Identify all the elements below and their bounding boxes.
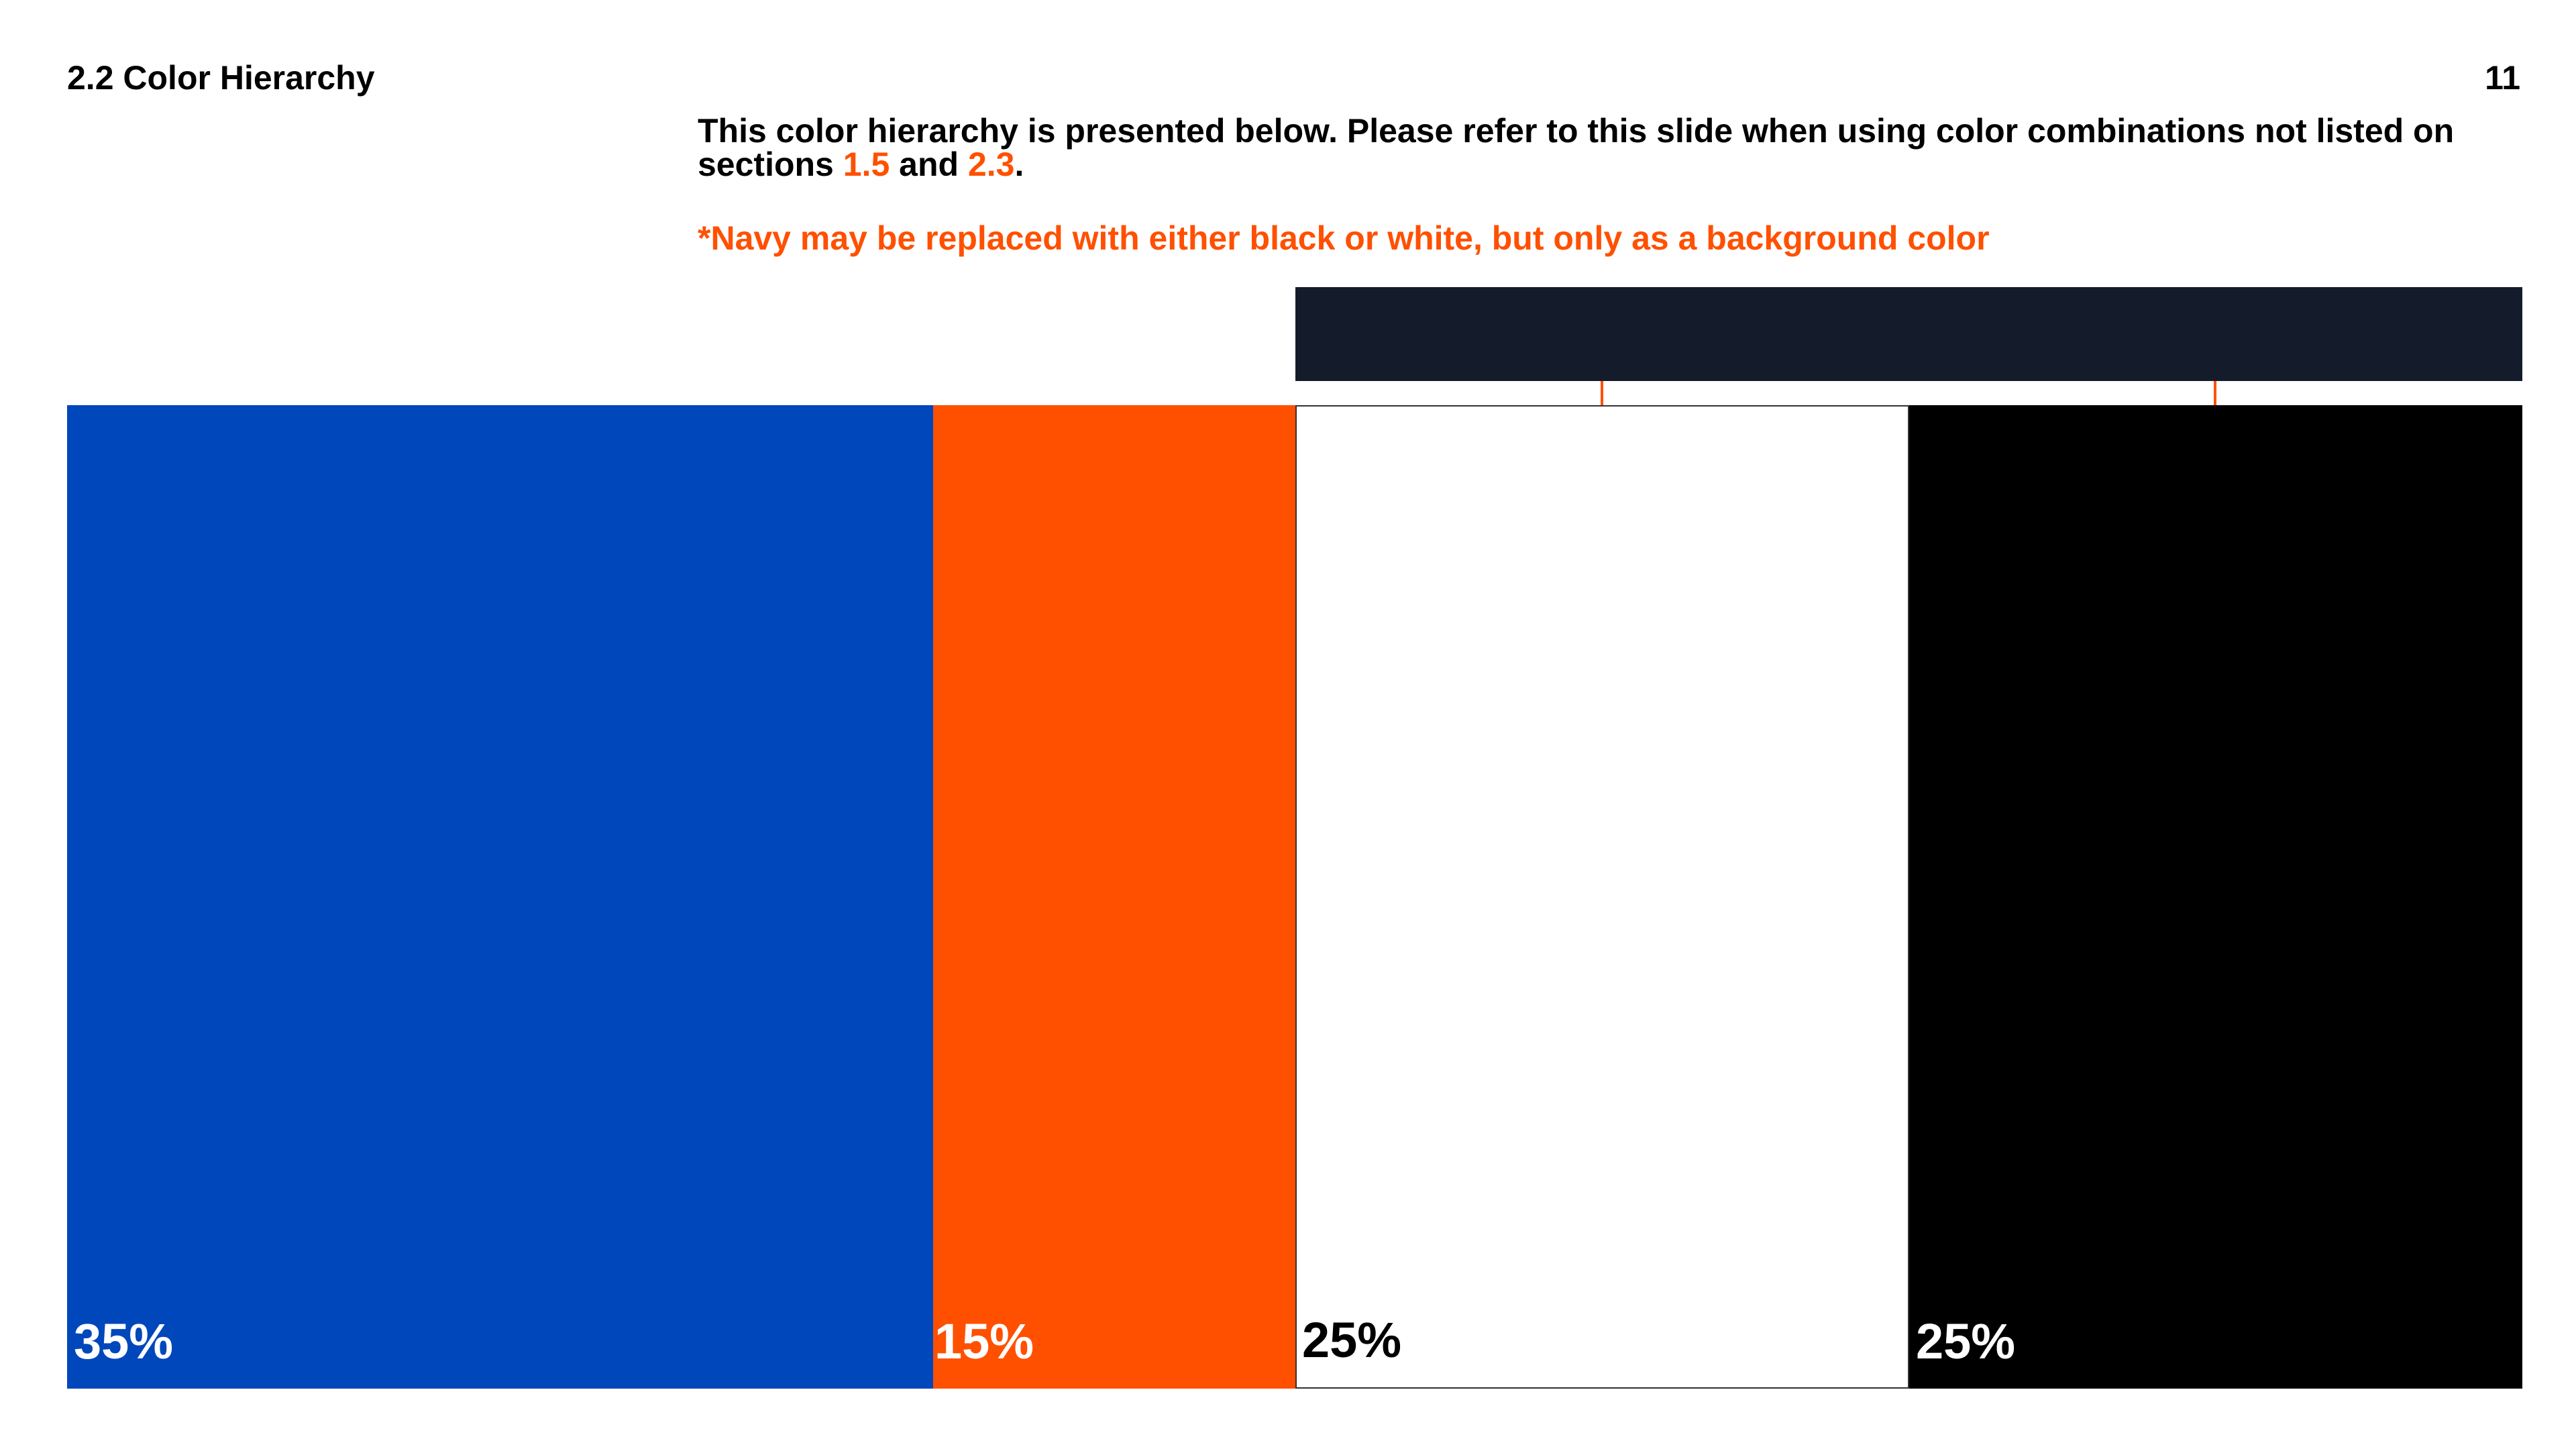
navy-replacement-note: *Navy may be replaced with either black … — [698, 219, 1990, 257]
connector-line-white — [1601, 381, 1603, 405]
swatch-white-percent: 25% — [1302, 1312, 1402, 1368]
connector-line-black — [2214, 381, 2216, 405]
section-link-2-3[interactable]: 2.3 — [967, 146, 1015, 183]
section-title: 2.2 Color Hierarchy — [67, 59, 375, 97]
swatch-black-percent: 25% — [1916, 1313, 2016, 1369]
section-link-1-5[interactable]: 1.5 — [843, 146, 890, 183]
intro-paragraph: This color hierarchy is presented below.… — [698, 114, 2522, 181]
intro-text-1: This color hierarchy is presented below.… — [698, 112, 2455, 183]
intro-text-3: . — [1014, 146, 1024, 183]
color-hierarchy-swatches: 35% 15% 25% 25% — [67, 405, 2522, 1389]
swatch-orange-percent: 15% — [934, 1313, 1034, 1369]
navy-swatch-bar — [1295, 287, 2522, 381]
swatch-black: 25% — [1909, 405, 2522, 1389]
swatch-blue: 35% — [67, 405, 933, 1389]
page-number: 11 — [2485, 59, 2520, 97]
swatch-white: 25% — [1295, 405, 1909, 1389]
intro-text-2: and — [890, 146, 968, 183]
swatch-blue-percent: 35% — [74, 1313, 174, 1369]
swatch-orange: 15% — [933, 405, 1295, 1389]
